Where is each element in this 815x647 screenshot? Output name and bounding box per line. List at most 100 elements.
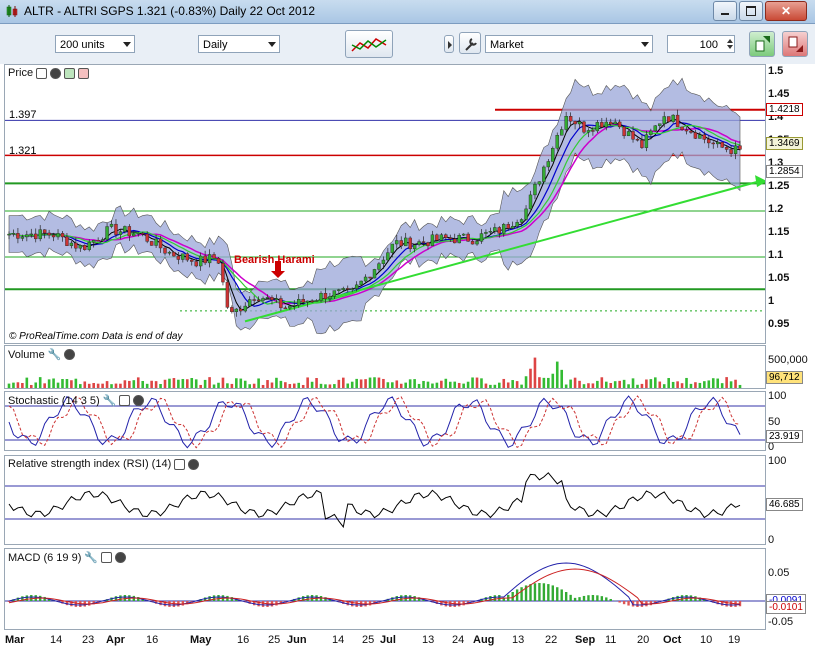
candle-body <box>461 233 466 236</box>
macd-histogram-bar <box>524 585 528 601</box>
macd-histogram-bar <box>720 601 724 606</box>
macd-histogram-bar <box>25 595 29 601</box>
volume-bar <box>720 383 724 388</box>
window-icon[interactable] <box>36 67 48 79</box>
volume-bar <box>671 381 675 388</box>
volume-bar <box>16 382 20 388</box>
volume-bar <box>676 381 679 388</box>
volume-bar <box>248 384 251 388</box>
macd-panel[interactable]: MACD (6 19 9) 🔧 <box>4 548 766 630</box>
indicators-button[interactable] <box>345 30 393 58</box>
move-up-icon[interactable] <box>64 67 76 79</box>
units-select[interactable]: 200 units <box>55 35 135 53</box>
volume-bar <box>87 383 91 388</box>
x-axis-label: 19 <box>728 634 741 646</box>
candle-body <box>34 233 38 240</box>
volume-bar <box>480 378 483 388</box>
volume-bar <box>341 377 345 388</box>
candle-body <box>635 139 640 141</box>
macd-line <box>8 562 741 606</box>
candle-body <box>435 234 439 241</box>
close-button[interactable]: ✕ <box>765 1 807 21</box>
x-axis-label: 20 <box>637 634 650 646</box>
macd-histogram-bar <box>493 595 497 601</box>
x-axis-label: Apr <box>106 634 125 646</box>
candle-body <box>328 296 332 300</box>
volume-bar <box>261 384 265 388</box>
volume-bar <box>159 384 162 388</box>
quantity-stepper[interactable]: 100 <box>667 35 735 53</box>
candle-body <box>310 300 314 303</box>
order-settings-button[interactable] <box>459 32 481 54</box>
close-panel-icon[interactable] <box>188 458 200 470</box>
macd-histogram-bar <box>551 585 554 601</box>
move-down-icon[interactable] <box>78 67 90 79</box>
close-panel-icon[interactable] <box>133 395 145 406</box>
candle-body <box>314 300 319 302</box>
wrench-icon[interactable]: 🔧 <box>102 395 117 407</box>
volume-chart[interactable] <box>5 346 766 389</box>
candle-body <box>519 219 524 223</box>
window-icon[interactable] <box>119 395 131 406</box>
volume-bar <box>524 376 528 388</box>
close-panel-icon[interactable] <box>50 67 62 79</box>
volume-bar <box>382 378 385 388</box>
price-axis-tick: 1.1 <box>768 249 784 261</box>
stochastic-d-line <box>8 395 741 449</box>
window-title: ALTR - ALTRI SGPS 1.321 (-0.83%) Daily 2… <box>24 4 316 18</box>
candle-body <box>87 242 91 250</box>
rsi-chart[interactable] <box>5 456 766 545</box>
macd-histogram-bar <box>395 596 398 601</box>
window-icon[interactable] <box>101 552 113 563</box>
macd-chart[interactable] <box>5 549 766 630</box>
candle-body <box>640 139 644 148</box>
volume-bar <box>266 380 269 388</box>
volume-bar <box>350 381 354 388</box>
volume-panel[interactable]: Volume 🔧 <box>4 345 766 389</box>
volume-bar <box>337 379 341 388</box>
macd-histogram-bar <box>65 601 69 606</box>
x-axis-label: 25 <box>362 634 375 646</box>
scroll-arrow-button[interactable] <box>444 35 454 53</box>
watermark: © ProRealTime.com Data is end of day <box>9 331 183 342</box>
macd-histogram-bar <box>515 589 519 601</box>
volume-bar <box>355 378 358 388</box>
close-panel-icon[interactable] <box>115 552 127 563</box>
stochastic-chart[interactable] <box>5 392 766 451</box>
buy-button[interactable] <box>749 31 775 57</box>
volume-bar <box>484 383 488 388</box>
volume-bar <box>359 379 363 388</box>
order-type-select[interactable]: Market <box>485 35 653 53</box>
stochastic-panel[interactable]: Stochastic (14 3 5) 🔧 <box>4 391 766 451</box>
candle-body <box>716 141 720 145</box>
wrench-icon <box>465 38 477 51</box>
rsi-panel[interactable]: Relative strength index (RSI) (14) <box>4 455 766 545</box>
maximize-button[interactable] <box>739 1 763 21</box>
period-select[interactable]: Daily <box>198 35 280 53</box>
close-panel-icon[interactable] <box>64 349 76 360</box>
x-axis-label: 25 <box>268 634 281 646</box>
volume-bar <box>56 382 60 388</box>
wrench-icon[interactable]: 🔧 <box>47 349 62 361</box>
macd-histogram-bar <box>163 601 167 607</box>
volume-bar <box>185 379 189 388</box>
volume-bar <box>738 384 742 388</box>
minimize-button[interactable] <box>713 1 737 21</box>
volume-bar <box>520 384 523 388</box>
price-panel[interactable]: Price 1.397 1.321 Bearish Harami © ProRe… <box>4 64 766 344</box>
macd-histogram-bar <box>261 601 265 607</box>
bearish-harami-annotation: Bearish Harami <box>234 254 315 266</box>
rsi-tick-0: 0 <box>768 534 775 546</box>
wrench-icon[interactable]: 🔧 <box>84 552 99 564</box>
candle-body <box>368 276 372 279</box>
app-candlestick-icon <box>6 5 18 17</box>
candle-body <box>533 183 537 196</box>
window-icon[interactable] <box>174 458 186 470</box>
price-chart[interactable] <box>5 65 766 344</box>
volume-bar <box>7 383 11 388</box>
candle-body <box>91 240 96 243</box>
candle-body <box>698 134 702 139</box>
volume-bar <box>315 378 318 388</box>
sell-button[interactable] <box>782 31 808 57</box>
macd-histogram-bar <box>605 597 608 601</box>
